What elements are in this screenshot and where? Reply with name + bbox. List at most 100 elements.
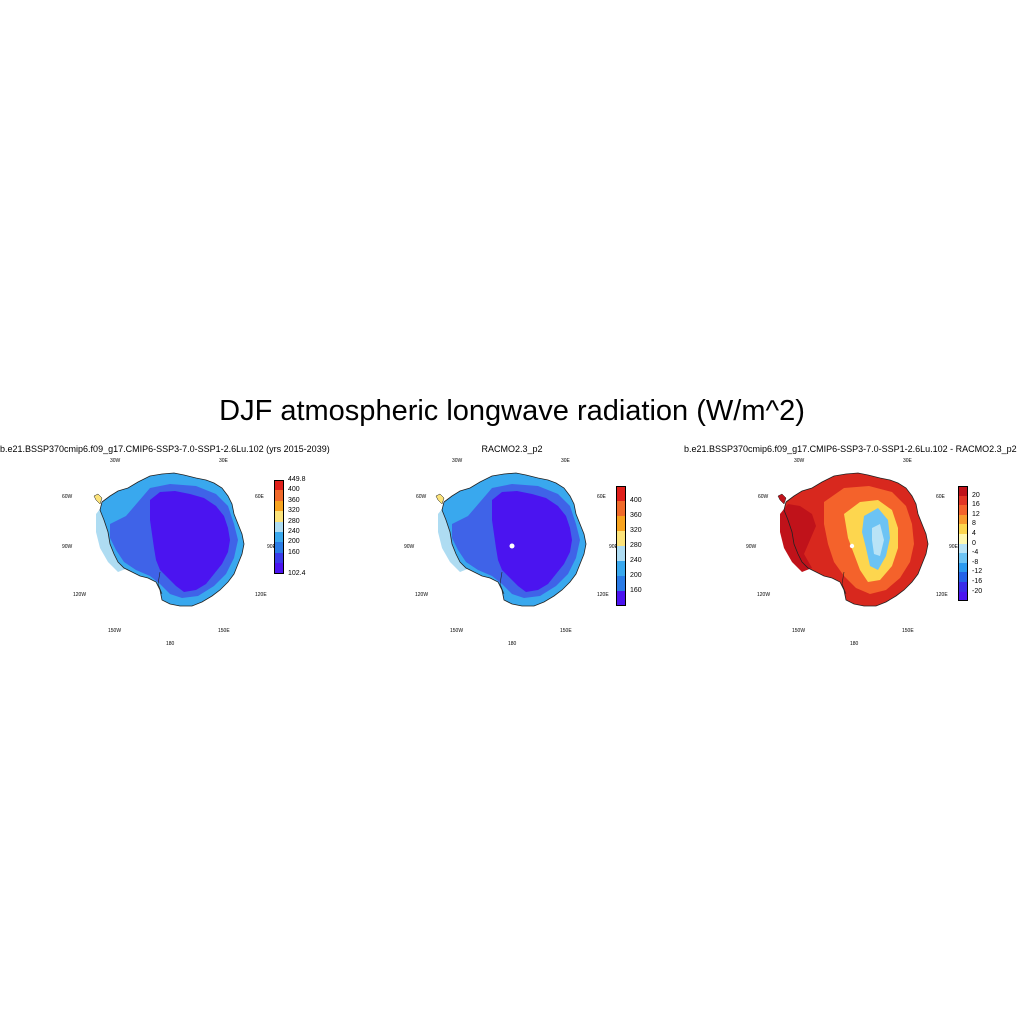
colorbar-label: 4	[972, 530, 976, 537]
colorbar-swatch	[616, 591, 626, 606]
colorbar-label: -16	[972, 578, 983, 585]
lon-label-120w: 120W	[415, 592, 429, 598]
colorbar-label: 320	[288, 507, 300, 515]
lon-label-120e: 120E	[255, 592, 267, 598]
panel-title: b.e21.BSSP370cmip6.f09_g17.CMIP6-SSP3-7.…	[684, 444, 1017, 454]
colorbar-label: 280	[288, 517, 300, 525]
colorbar-swatch	[274, 490, 284, 501]
colorbar-label: 280	[630, 542, 642, 549]
grounding-line	[499, 571, 505, 595]
colorbar-swatch	[274, 511, 284, 522]
lon-label-120e: 120E	[597, 592, 609, 598]
panel-title: RACMO2.3_p2	[481, 444, 543, 454]
lon-label-150e: 150E	[560, 628, 572, 634]
lon-label-60w: 60W	[758, 494, 769, 500]
colorbar: 20 16 12 8 4 0 -4 -8 -12 -16 -20	[958, 486, 982, 602]
lon-label-150w: 150W	[108, 628, 122, 634]
figure-title: DJF atmospheric longwave radiation (W/m^…	[219, 395, 805, 427]
colorbar-swatch	[958, 572, 968, 582]
colorbar-swatch	[958, 553, 968, 563]
lon-label-150e: 150E	[902, 628, 914, 634]
coastline	[783, 472, 929, 607]
lon-label-30w: 30W	[110, 458, 121, 464]
colorbar-swatch	[274, 521, 284, 532]
colorbar-swatch	[616, 516, 626, 531]
lon-label-90w: 90W	[404, 544, 415, 550]
pole-hole	[849, 543, 855, 549]
colorbar-swatch	[274, 480, 284, 491]
colorbar-label: 320	[630, 527, 642, 534]
colorbar-label: 400	[288, 486, 300, 494]
lon-label-30w: 30W	[794, 458, 805, 464]
colorbar-label: 0	[972, 539, 976, 547]
colorbar-label: 200	[288, 538, 300, 546]
coastline	[441, 472, 587, 607]
colorbar-label: 360	[288, 496, 300, 504]
grounding-line	[841, 571, 847, 595]
pole-hole	[509, 543, 515, 549]
coastline	[99, 472, 245, 607]
lon-label-60e: 60E	[255, 494, 264, 500]
colorbar-swatch	[958, 524, 968, 534]
colorbar-label: 200	[630, 572, 642, 579]
colorbar-swatch	[958, 543, 968, 554]
lon-label-180: 180	[850, 641, 859, 647]
neutral-band	[872, 524, 884, 556]
colorbar-label: 240	[630, 557, 642, 564]
lon-label-60e: 60E	[597, 494, 606, 500]
colorbar-label: 8	[972, 520, 976, 528]
lon-label-180: 180	[166, 641, 175, 647]
colorbar-swatch	[274, 500, 284, 512]
colorbar-label: 102.4	[288, 569, 306, 577]
colorbar-label: -8	[972, 558, 979, 566]
colorbar-label: 360	[630, 512, 642, 519]
colorbar-swatch	[958, 534, 968, 544]
colorbar-swatch	[958, 486, 968, 496]
lon-label-90w: 90W	[62, 544, 73, 550]
lon-label-120e: 120E	[936, 592, 948, 598]
colorbar-swatch	[958, 514, 968, 525]
colorbar-label: 160	[288, 548, 300, 556]
colorbar-swatch	[274, 552, 284, 564]
lon-label-30w: 30W	[452, 458, 463, 464]
lon-label-150w: 150W	[792, 628, 806, 634]
lon-label-30e: 30E	[903, 458, 912, 464]
antarctica-map	[93, 472, 245, 607]
antarctica-map	[777, 472, 929, 607]
lon-label-60w: 60W	[416, 494, 427, 500]
lon-label-30e: 30E	[561, 458, 570, 464]
colorbar-swatch	[958, 591, 968, 602]
lon-label-90w: 90W	[746, 544, 757, 550]
lon-label-120w: 120W	[73, 592, 87, 598]
lon-label-120w: 120W	[757, 592, 771, 598]
colorbar-label: -4	[972, 549, 979, 557]
colorbar-label: 240	[288, 528, 300, 535]
plateau	[150, 491, 230, 592]
colorbar-label: 449.8	[288, 476, 306, 483]
peninsula-tip	[93, 493, 103, 505]
colorbar-swatch	[616, 501, 626, 516]
antarctica-map	[435, 472, 587, 607]
lon-label-90e: 90E	[949, 544, 958, 550]
peninsula-tip	[777, 493, 787, 505]
west-region	[780, 504, 816, 572]
grounding-line	[157, 571, 163, 595]
colorbar-label: -20	[972, 587, 983, 595]
colorbar-swatch	[958, 505, 968, 515]
colorbar-label: 12	[972, 510, 980, 518]
colorbar-swatch	[958, 562, 968, 573]
lon-label-90e: 90E	[267, 544, 276, 550]
colorbar-label: 160	[630, 587, 642, 594]
panel-model: b.e21.BSSP370cmip6.f09_g17.CMIP6-SSP3-7.…	[0, 444, 340, 654]
colorbar: 449.8 400 360 320 280 240 200 160 102.4	[274, 476, 306, 577]
colorbar-swatch	[616, 546, 626, 561]
colorbar-swatch	[274, 532, 284, 543]
lon-label-150w: 150W	[450, 628, 464, 634]
peninsula-tip	[435, 493, 445, 505]
colorbar-swatch	[616, 576, 626, 591]
lon-label-90e: 90E	[609, 544, 618, 550]
colorbar-label: 400	[630, 497, 642, 504]
colorbar-swatch	[958, 495, 968, 506]
plateau	[492, 491, 572, 592]
lon-label-60e: 60E	[936, 494, 945, 500]
